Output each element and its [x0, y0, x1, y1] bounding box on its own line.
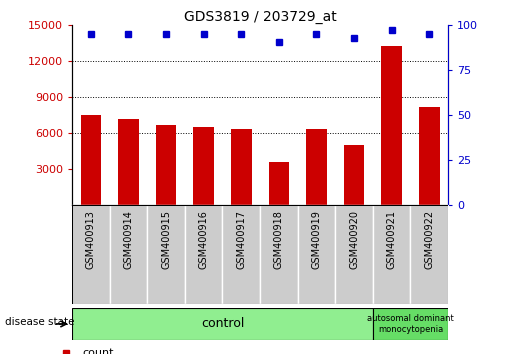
Bar	[410, 205, 448, 304]
Bar	[344, 145, 365, 205]
Bar	[298, 205, 335, 304]
Bar	[222, 205, 260, 304]
Bar	[156, 125, 177, 205]
Bar	[147, 205, 185, 304]
Bar	[110, 205, 147, 304]
Bar	[80, 115, 101, 205]
Bar	[72, 308, 373, 340]
Text: GSM400919: GSM400919	[312, 210, 321, 269]
Text: GSM400921: GSM400921	[387, 210, 397, 269]
Bar	[118, 119, 139, 205]
Text: GSM400916: GSM400916	[199, 210, 209, 269]
Bar	[185, 205, 222, 304]
Bar	[193, 127, 214, 205]
Bar	[419, 107, 440, 205]
Text: count: count	[82, 348, 113, 354]
Text: autosomal dominant
monocytopenia: autosomal dominant monocytopenia	[367, 314, 454, 334]
Text: GSM400917: GSM400917	[236, 210, 246, 269]
Bar	[373, 308, 448, 340]
Bar	[72, 205, 110, 304]
Text: GSM400920: GSM400920	[349, 210, 359, 269]
Bar	[373, 205, 410, 304]
Text: GSM400913: GSM400913	[86, 210, 96, 269]
Bar	[231, 130, 252, 205]
Bar	[268, 162, 289, 205]
Bar	[260, 205, 298, 304]
Text: GSM400918: GSM400918	[274, 210, 284, 269]
Text: control: control	[201, 318, 244, 330]
Bar	[381, 46, 402, 205]
Bar	[306, 130, 327, 205]
Text: GSM400915: GSM400915	[161, 210, 171, 269]
Text: GSM400914: GSM400914	[124, 210, 133, 269]
Text: GSM400922: GSM400922	[424, 210, 434, 269]
Text: disease state: disease state	[5, 317, 75, 327]
Title: GDS3819 / 203729_at: GDS3819 / 203729_at	[184, 10, 336, 24]
Bar	[335, 205, 373, 304]
